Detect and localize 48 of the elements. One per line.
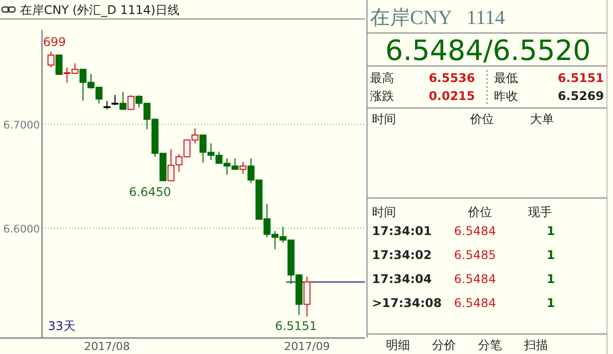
text: 6.5536 bbox=[428, 71, 475, 85]
text: 时间 bbox=[372, 112, 396, 126]
text: 价位 bbox=[469, 112, 494, 126]
chart-title: 在岸CNY (外汇_D 1114)日线 bbox=[20, 3, 180, 17]
text: 最高 bbox=[370, 71, 394, 85]
text: 17:34:01 bbox=[372, 224, 432, 238]
text: 6.5485 bbox=[454, 248, 496, 262]
y-tick-label: 6.6000 bbox=[3, 223, 40, 236]
annotation: 6.5151 bbox=[275, 319, 317, 333]
text: 分笔 bbox=[478, 338, 502, 352]
text: 扫描 bbox=[523, 338, 548, 352]
text: 分价 bbox=[432, 338, 456, 352]
text: 17:34:04 bbox=[372, 272, 432, 286]
annotation: 33天 bbox=[48, 319, 76, 333]
text: 6.5484/6.5520 bbox=[385, 34, 591, 67]
text: 现手 bbox=[528, 205, 552, 219]
text: 时间 bbox=[372, 205, 396, 219]
candlestick bbox=[112, 94, 118, 106]
candlestick bbox=[120, 91, 126, 110]
y-tick-label: 6.7000 bbox=[3, 119, 40, 132]
text: 在岸CNY 1114 bbox=[370, 7, 505, 29]
annotation: 699 bbox=[43, 35, 66, 49]
text: 昨收 bbox=[494, 89, 518, 103]
text: 1 bbox=[546, 248, 555, 262]
text: 6.5484 bbox=[454, 224, 496, 238]
text: 6.5484 bbox=[454, 272, 496, 286]
candlestick bbox=[128, 94, 134, 110]
candlestick bbox=[304, 276, 310, 318]
text: 最低 bbox=[494, 71, 518, 85]
candlestick bbox=[240, 161, 246, 175]
candlestick bbox=[48, 51, 54, 68]
x-tick-label: 2017/08 bbox=[84, 340, 130, 353]
x-tick-label: 2017/09 bbox=[284, 340, 330, 353]
text: 17:34:02 bbox=[372, 248, 432, 262]
annotation: 6.6450 bbox=[129, 185, 171, 199]
candlestick bbox=[56, 54, 62, 75]
text: 6.5484 bbox=[454, 296, 496, 310]
text: 涨跌 bbox=[370, 89, 394, 103]
text: >17:34:08 bbox=[372, 296, 442, 310]
text: 6.5151 bbox=[558, 71, 604, 85]
text: 大单 bbox=[530, 112, 554, 126]
text: 1 bbox=[546, 296, 555, 310]
text: 1 bbox=[546, 272, 555, 286]
text: 明细 bbox=[386, 338, 410, 352]
text: 6.5269 bbox=[558, 89, 604, 103]
text: 0.0215 bbox=[428, 89, 475, 103]
text: 1 bbox=[546, 224, 555, 238]
text: 价位 bbox=[467, 205, 492, 219]
